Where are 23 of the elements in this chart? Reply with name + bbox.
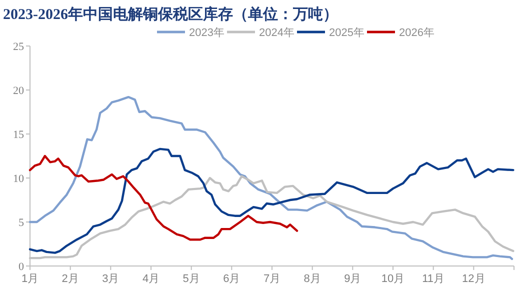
ytick: 0 xyxy=(18,261,24,273)
ytick: 25 xyxy=(13,41,24,53)
xtick: 3月 xyxy=(102,273,120,285)
xtick: 12月 xyxy=(462,273,486,285)
legend: 2023年 xyxy=(189,27,224,39)
xtick: 8月 xyxy=(304,273,321,285)
xtick: 11月 xyxy=(422,273,445,285)
xtick: 4月 xyxy=(142,273,160,285)
xtick: 9月 xyxy=(344,273,362,285)
xtick: 10月 xyxy=(381,273,405,285)
title: 2023-2026年中国电解铜保税区库存（单位：万吨） xyxy=(3,7,338,23)
ytick: 20 xyxy=(13,85,24,97)
ytick: 15 xyxy=(13,129,24,141)
legend: 2025年 xyxy=(329,27,364,39)
ytick: 5 xyxy=(18,217,24,229)
ytick: 10 xyxy=(13,173,24,185)
xtick: 5月 xyxy=(182,273,200,285)
xtick: 7月 xyxy=(263,273,281,285)
legend: 2024年 xyxy=(259,27,294,39)
legend: 2026年 xyxy=(399,27,434,39)
xtick: 1月 xyxy=(21,273,39,285)
xtick: 2月 xyxy=(62,273,79,285)
xtick: 6月 xyxy=(223,273,240,285)
